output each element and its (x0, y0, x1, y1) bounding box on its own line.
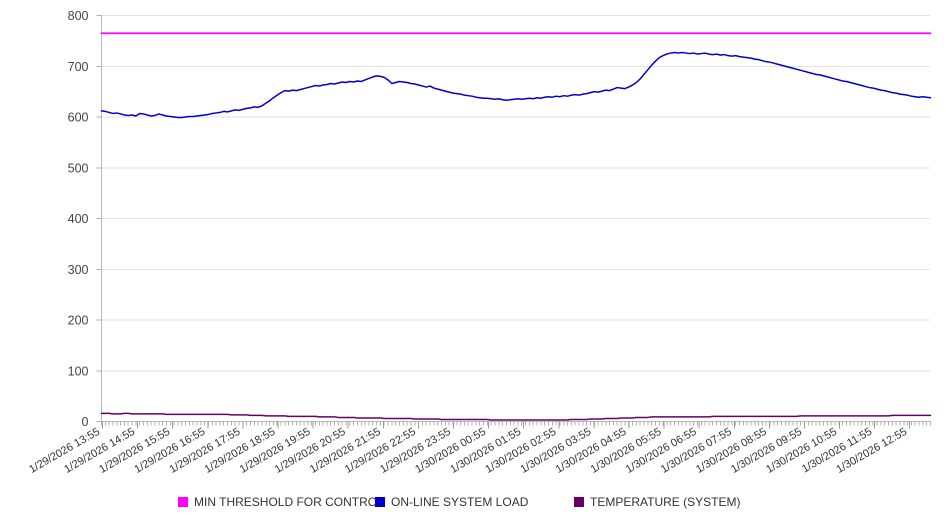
chart-legend: MIN THRESHOLD FOR CONTROL ON-LINE SYSTEM … (178, 495, 740, 509)
legend-swatch (178, 497, 188, 507)
y-axis-tick-label: 600 (68, 111, 89, 125)
legend-swatch (375, 497, 385, 507)
y-axis-tick-label: 500 (68, 161, 89, 175)
y-axis-tick-label: 400 (68, 212, 89, 226)
series-line (100, 412, 932, 421)
legend-label: MIN THRESHOLD FOR CONTROL (194, 495, 384, 509)
axis-lines-group (101, 15, 931, 422)
y-axis-tick-label: 700 (68, 60, 89, 74)
legend-swatch (574, 497, 584, 507)
data-series-group (100, 32, 932, 421)
y-axis-tick-label: 300 (68, 263, 89, 277)
x-axis-ticks-group (101, 421, 931, 426)
y-axis-tick-label: 800 (68, 9, 89, 23)
y-axis-ticks-group: 0 100 200 300 400 500 600 700 800 (68, 9, 102, 429)
y-axis-tick-label: 100 (68, 364, 89, 378)
series-line (100, 51, 932, 119)
x-axis-labels-group: 1/29/2026 13:551/29/2026 14:551/29/2026 … (27, 421, 911, 476)
legend-label: TEMPERATURE (SYSTEM) (590, 495, 740, 509)
gridlines-group (101, 15, 931, 372)
y-axis-tick-label: 0 (82, 415, 89, 429)
y-axis-tick-label: 200 (68, 314, 89, 328)
legend-label: ON-LINE SYSTEM LOAD (391, 495, 529, 509)
